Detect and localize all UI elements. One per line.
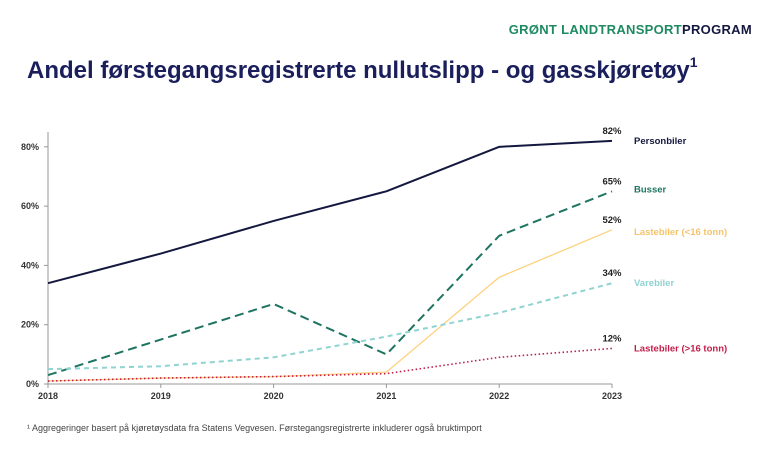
series-end-value: 34%	[602, 268, 622, 279]
y-tick-label: 20%	[21, 320, 39, 330]
series-line	[47, 190, 613, 377]
series-name-label: Varebiler	[634, 278, 674, 289]
y-tick-label: 80%	[21, 142, 39, 152]
brand-part2: LANDTRANSPORT	[561, 22, 682, 37]
footnote: ¹ Aggregeringer basert på kjøretøysdata …	[27, 423, 482, 433]
brand-part3: PROGRAM	[682, 22, 752, 37]
chart-series	[47, 139, 613, 382]
title-text: Andel førstegangsregistrerte nullutslipp…	[27, 57, 690, 84]
x-axis-ticks: 2018 2019 2020 2021 2022 2023	[38, 384, 622, 401]
y-tick-label: 40%	[21, 260, 39, 270]
series-end-value: 82%	[602, 126, 622, 137]
chart-axes	[47, 132, 612, 385]
series-line	[47, 282, 613, 371]
series-name-label: Busser	[634, 184, 667, 195]
x-tick-label: 2020	[264, 391, 284, 401]
y-tick-label: 60%	[21, 201, 39, 211]
x-tick-label: 2018	[38, 391, 58, 401]
series-name-label: Lastebiler (>16 tonn)	[634, 343, 727, 354]
x-tick-label: 2022	[489, 391, 509, 401]
series-line	[47, 347, 613, 382]
series-end-value: 52%	[602, 215, 622, 226]
series-line	[47, 139, 613, 285]
series-name-label: Personbiler	[634, 136, 687, 147]
y-axis-ticks: 0% 20% 40% 60% 80%	[21, 142, 48, 389]
brand-part1: GRØNT	[508, 22, 562, 37]
series-end-value: 12%	[602, 333, 622, 344]
title-footnote-marker: 1	[689, 54, 698, 70]
y-tick-label: 0%	[26, 379, 39, 389]
series-end-value: 65%	[602, 176, 622, 187]
page-title: Andel førstegangsregistrerte nullutslipp…	[27, 54, 698, 85]
chart-series-labels: 82% Personbiler 65% Busser 52% Lastebiler (<1…	[602, 126, 727, 355]
series-name-label: Lastebiler (<16 tonn)	[634, 227, 727, 238]
series-line	[47, 229, 613, 382]
x-tick-label: 2019	[151, 391, 171, 401]
x-tick-label: 2023	[602, 391, 622, 401]
brand-logo: GRØNT LANDTRANSPORTPROGRAM	[509, 22, 752, 37]
x-tick-label: 2021	[376, 391, 396, 401]
